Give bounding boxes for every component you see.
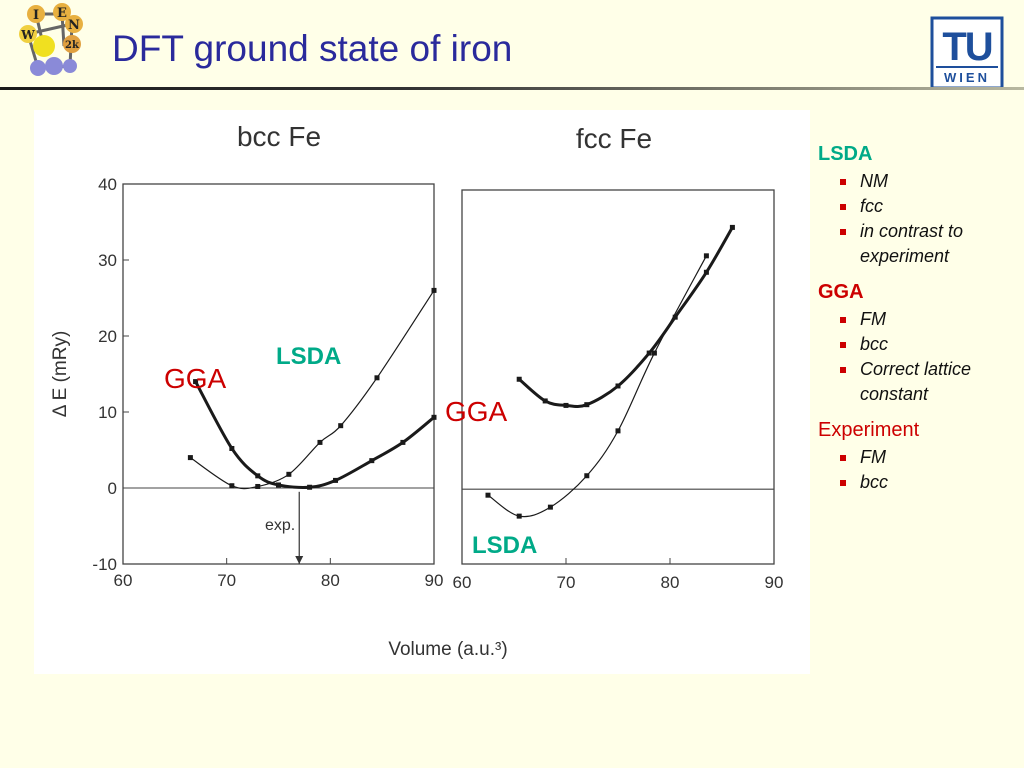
legend-panel: LSDA NM fcc in contrast to experiment GG… [818, 143, 1018, 507]
slide-title: DFT ground state of iron [112, 28, 513, 69]
header-divider [0, 87, 1024, 90]
data-point [516, 513, 522, 519]
data-point [431, 287, 437, 293]
series-label-lsda: LSDA [276, 343, 341, 370]
logo-letter: 2k [65, 40, 80, 51]
logo-letter: E [57, 6, 67, 21]
energy-volume-charts: bcc Fe 60 70 80 90 -10 0 10 20 30 40 Δ E (mRy) LSDA G… [50, 121, 784, 660]
legend-section-gga: GGA FM bcc Correct lattice constant [818, 281, 1018, 407]
x-tick-label: 70 [217, 571, 236, 590]
data-point [729, 224, 735, 230]
series-label-gga: GGA [445, 396, 508, 427]
data-point [317, 439, 323, 445]
data-point [672, 314, 678, 320]
data-point [615, 383, 621, 389]
data-point [333, 477, 339, 483]
data-point [584, 473, 590, 479]
x-tick-label: 70 [557, 573, 576, 592]
legend-experiment-item: FM [818, 445, 1018, 470]
x-axis-label: Volume (a.u.³) [388, 639, 507, 660]
data-point [193, 379, 199, 385]
data-point [307, 484, 313, 490]
series-line-gga [194, 380, 436, 489]
data-point [516, 376, 522, 382]
tu-wien-logo: TU WIEN [930, 16, 1004, 90]
data-point [229, 483, 235, 489]
x-tick-label: 90 [765, 573, 784, 592]
legend-experiment-item: bcc [818, 470, 1018, 495]
x-tick-label: 60 [114, 571, 133, 590]
data-point [187, 455, 193, 461]
series-label-gga: GGA [164, 363, 227, 394]
data-point [703, 253, 709, 259]
data-point [400, 439, 406, 445]
y-tick-label: 10 [98, 403, 117, 422]
exp-annotation: exp. [265, 517, 295, 534]
data-point [338, 423, 344, 429]
data-point [286, 471, 292, 477]
data-point [374, 375, 380, 381]
legend-experiment-list: FM bcc [818, 445, 1018, 495]
logo-letter: I [33, 8, 39, 23]
legend-lsda-label: LSDA [818, 143, 873, 165]
wien2k-logo: I E W N 2k [14, 2, 88, 80]
series-label-lsda: LSDA [472, 532, 537, 559]
y-tick-label: -10 [92, 555, 117, 574]
legend-lsda-item: NM [818, 169, 1018, 194]
legend-gga-item: bcc [818, 332, 1018, 357]
y-tick-label: 40 [98, 175, 117, 194]
plot-frame [461, 189, 775, 565]
legend-lsda-list: NM fcc in contrast to experiment [818, 169, 1018, 269]
y-axis-label: Δ E (mRy) [50, 331, 71, 418]
energy-volume-figure: bcc Fe 60 70 80 90 -10 0 10 20 30 40 Δ E (mRy) LSDA G… [34, 110, 810, 674]
data-point [369, 458, 375, 464]
data-point [646, 350, 652, 356]
data-point [431, 414, 437, 420]
data-point [651, 350, 657, 356]
y-tick-label: 20 [98, 327, 117, 346]
data-point [255, 473, 261, 479]
logo-letter: N [68, 18, 80, 33]
x-tick-label: 80 [661, 573, 680, 592]
data-point [229, 445, 235, 451]
legend-gga-item: Correct lattice constant [818, 357, 1018, 407]
exp-arrow-head [295, 556, 304, 564]
series-line-lsda [487, 255, 707, 518]
data-point [615, 428, 621, 434]
series-line-lsda [189, 289, 435, 490]
plot-frame [122, 183, 435, 565]
series-line-gga [517, 225, 734, 409]
chart-title: fcc Fe [576, 123, 652, 154]
data-point [485, 492, 491, 498]
logo-tu-text: TU [942, 25, 991, 69]
legend-section-experiment: Experiment FM bcc [818, 419, 1018, 495]
data-point [563, 402, 569, 408]
data-point [703, 269, 709, 275]
logo-letter: W [20, 28, 35, 42]
x-tick-label: 60 [453, 573, 472, 592]
data-point [542, 398, 548, 404]
legend-lsda-item: in contrast to experiment [818, 219, 1018, 269]
y-tick-label: 0 [108, 479, 117, 498]
data-point [584, 402, 590, 408]
legend-gga-item: FM [818, 307, 1018, 332]
x-tick-label: 80 [321, 571, 340, 590]
data-point [276, 482, 281, 488]
legend-section-lsda: LSDA NM fcc in contrast to experiment [818, 143, 1018, 269]
legend-experiment-label: Experiment [818, 419, 920, 441]
chart-title: bcc Fe [237, 121, 321, 152]
legend-lsda-item: fcc [818, 194, 1018, 219]
data-point [547, 504, 553, 510]
legend-gga-list: FM bcc Correct lattice constant [818, 307, 1018, 407]
x-tick-label: 90 [425, 571, 444, 590]
logo-wien-text: WIEN [944, 70, 990, 85]
legend-gga-label: GGA [818, 281, 864, 303]
y-tick-label: 30 [98, 251, 117, 270]
data-point [255, 483, 261, 489]
